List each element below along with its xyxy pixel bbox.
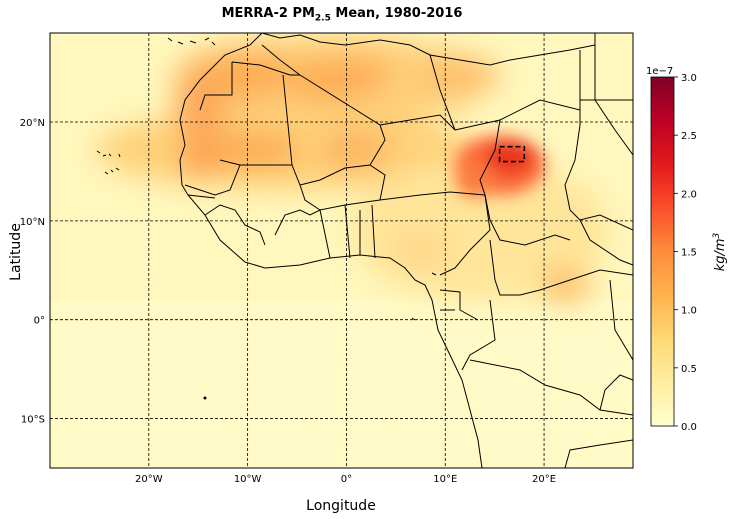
nigeria-hotspot [390, 235, 450, 265]
border-ivory-ghana [274, 209, 331, 259]
border-nigeria-cameroon [439, 194, 491, 276]
colorbar-tick-label: 2.0 [681, 189, 697, 200]
car-hotspot [540, 267, 590, 303]
y-tick-label: 10°N [20, 217, 45, 228]
y-tick-label: 10°S [21, 415, 45, 426]
border-egypt-sudan [579, 99, 633, 125]
colorbar-tick-label: 3.0 [681, 73, 697, 84]
y-axis-label: Latitude [8, 223, 24, 281]
colorbar-label: kg/m3 [712, 232, 728, 271]
border-east-2 [599, 374, 633, 411]
border-guinea [204, 204, 266, 246]
heatmap-ocean-south [50, 300, 633, 468]
colorbar-tick-label: 0.5 [681, 364, 697, 375]
x-axis-label: Longitude [306, 498, 376, 514]
border-guinea-bissau [187, 194, 216, 199]
sahara-central-hotspot [330, 57, 390, 93]
border-ghana-togo [344, 204, 376, 259]
coastlines-and-borders [179, 33, 633, 468]
cape-verde-islands [96, 150, 121, 175]
border-car-drc [519, 269, 633, 296]
y-tick-labels: 20°N 10°N 0° 10°S [20, 118, 45, 426]
border-cameroon-car [489, 239, 520, 296]
y-tick-label: 0° [34, 316, 45, 327]
border-mauritania-algeria [231, 61, 300, 76]
senegal-hotspot [178, 145, 222, 175]
mali-hotspot [200, 130, 300, 170]
st-helena-island [203, 396, 207, 400]
border-mali-burkina [291, 164, 381, 211]
border-morocco-algeria [261, 44, 301, 76]
colorbar-tick-label: 2.5 [681, 131, 697, 142]
x-tick-label: 0° [341, 474, 352, 485]
canary-islands [167, 37, 216, 46]
gridlines [50, 33, 633, 468]
x-tick-labels: 20°W 10°W 0° 10°E 20°E [135, 474, 556, 485]
border-algeria-niger [379, 114, 456, 131]
border-libya-west [429, 54, 456, 131]
africa-coastline [179, 33, 483, 468]
border-western-sahara [199, 62, 233, 111]
x-tick-label: 20°W [135, 474, 163, 485]
border-chad-car [484, 194, 571, 246]
map-title: MERRA-2 PM2.5 Mean, 1980-2016 [221, 6, 463, 24]
border-drc-angola [469, 359, 633, 416]
x-tick-label: 10°E [433, 474, 457, 485]
sao-tome-island [411, 317, 416, 321]
pm25-heatmap [50, 33, 633, 468]
dust-plume-layer [95, 35, 610, 303]
colorbar-exponent: 1e−7 [646, 66, 673, 77]
x-tick-label: 10°W [234, 474, 262, 485]
plot-frame [49, 32, 634, 469]
colorbar-ticks: 0.0 0.5 1.0 1.5 2.0 2.5 3.0 [674, 73, 697, 433]
colorbar-tick-label: 0.0 [681, 422, 697, 433]
libya-hotspot [420, 55, 500, 95]
bodele-core [485, 142, 535, 174]
border-niger-chad [479, 119, 501, 196]
border-chad-sudan [564, 124, 633, 231]
bioko-island [431, 272, 437, 276]
border-sudan-south [579, 219, 633, 266]
border-angola-south [564, 439, 633, 468]
y-tick-label: 20°N [20, 118, 45, 129]
colorbar [651, 77, 674, 426]
bodele-highlight-box [498, 145, 526, 163]
colorbar-tick-label: 1.0 [681, 306, 697, 317]
border-gabon [439, 289, 479, 321]
islands [96, 37, 437, 400]
border-niger-nigeria [379, 191, 486, 201]
colorbar-tick-label: 1.5 [681, 248, 697, 259]
red-sea-coast [594, 33, 633, 156]
border-east-1 [609, 279, 633, 361]
mediterranean-coast [261, 33, 596, 66]
border-senegal [184, 164, 241, 196]
x-tick-label: 20°E [532, 474, 556, 485]
border-mauritania-mali [219, 74, 293, 166]
border-niger-mali [369, 164, 386, 201]
central-africa-haze [350, 160, 610, 300]
